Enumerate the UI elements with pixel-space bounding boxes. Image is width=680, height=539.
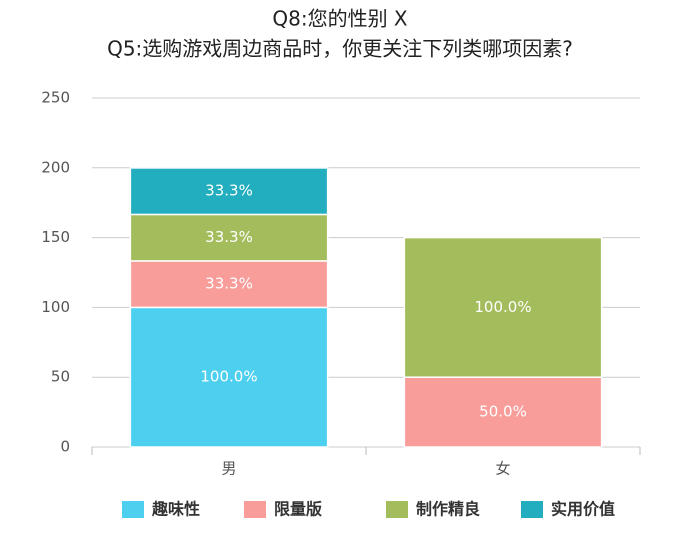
y-tick-label: 0	[60, 438, 70, 456]
y-tick-label: 50	[51, 368, 70, 386]
legend-swatch	[386, 501, 408, 518]
bar-segment	[129, 306, 329, 448]
bar-segment	[403, 376, 603, 448]
data-label: 33.3%	[205, 275, 253, 293]
data-label: 33.3%	[205, 228, 253, 246]
bar-segment	[129, 260, 329, 309]
legend-label: 趣味性	[151, 500, 200, 519]
legend-label: 限量版	[274, 500, 322, 519]
y-tick-label: 150	[41, 228, 70, 246]
legend-swatch	[122, 501, 144, 518]
data-label: 100.0%	[474, 298, 531, 316]
bar-segment	[129, 167, 329, 216]
data-label: 33.3%	[205, 182, 253, 200]
x-tick-label: 男	[221, 460, 236, 478]
legend-label: 制作精良	[416, 500, 480, 519]
chart-title: Q8:您的性别 X	[272, 7, 408, 31]
y-tick-label: 200	[41, 158, 70, 176]
legend-label: 实用价值	[551, 500, 615, 519]
data-label: 100.0%	[200, 368, 257, 386]
chart-subtitle: Q5:选购游戏周边商品时，你更关注下列类哪项因素?	[107, 37, 573, 61]
data-label: 50.0%	[479, 403, 527, 421]
y-tick-label: 100	[41, 298, 70, 316]
bar-segment	[403, 236, 603, 378]
x-tick-label: 女	[495, 460, 510, 478]
legend-swatch	[521, 501, 543, 518]
legend-swatch	[244, 501, 266, 518]
y-tick-label: 250	[41, 89, 70, 107]
